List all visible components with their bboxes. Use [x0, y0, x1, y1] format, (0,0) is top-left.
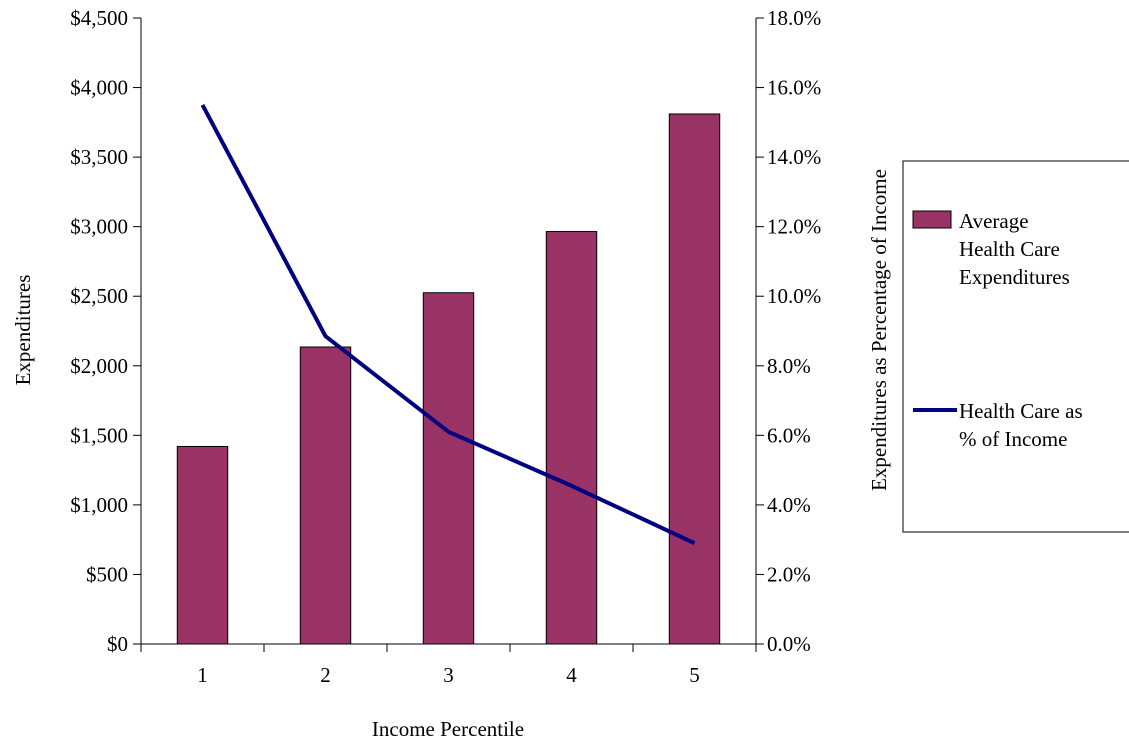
legend-swatch-bar [912, 210, 952, 229]
legend-label: Health Care [959, 237, 1060, 261]
bar [545, 231, 598, 645]
bar [668, 113, 721, 645]
bar [422, 292, 475, 645]
y-tick-label: $500 [86, 562, 128, 586]
x-axis-title: Income Percentile [372, 717, 524, 741]
x-tick-label: 1 [197, 663, 208, 687]
y2-tick-label: 18.0% [767, 6, 821, 30]
y-tick-label: $1,000 [70, 493, 128, 517]
legend-label: Expenditures [959, 265, 1070, 289]
bar-series [176, 113, 721, 645]
bar [299, 346, 352, 645]
bar [176, 445, 229, 645]
y2-tick-label: 8.0% [767, 354, 811, 378]
y-tick-label: $1,500 [70, 423, 128, 447]
x-tick-label: 3 [443, 663, 454, 687]
y-tick-label: $2,500 [70, 284, 128, 308]
y-tick-label: $3,500 [70, 145, 128, 169]
y-tick-label: $4,500 [70, 6, 128, 30]
plot-area: $0 $500 $1,000 $1,500 $2,000 $2,500 $3,000 $3,5… [70, 6, 821, 687]
legend-label: % of Income [959, 427, 1067, 451]
y2-tick-label: 4.0% [767, 493, 811, 517]
y2-tick-label: 0.0% [767, 632, 811, 656]
y2-tick-label: 6.0% [767, 423, 811, 447]
x-tick-label: 2 [320, 663, 331, 687]
y2-axis-ticks: 0.0% 2.0% 4.0% 6.0% 8.0% 10.0% 12.0% 14.0% 16.0%… [756, 6, 821, 656]
y-axis-ticks: $0 $500 $1,000 $1,500 $2,000 $2,500 $3,000 $3,5… [70, 6, 141, 656]
y-tick-label: $2,000 [70, 354, 128, 378]
line-series [200, 104, 696, 545]
y-tick-label: $3,000 [70, 215, 128, 239]
x-tick-label: 4 [566, 663, 577, 687]
y2-tick-label: 14.0% [767, 145, 821, 169]
y2-tick-label: 2.0% [767, 562, 811, 586]
x-axis-ticks: 1 2 3 4 5 [140, 644, 757, 687]
legend-label: Average [959, 209, 1029, 233]
series-line [200, 104, 696, 545]
x-tick-label: 5 [689, 663, 700, 687]
y2-axis-title: Expenditures as Percentage of Income [867, 169, 891, 491]
y-tick-label: $0 [107, 632, 128, 656]
y-tick-label: $4,000 [70, 76, 128, 100]
y-axis-title: Expenditures [11, 275, 35, 386]
y2-tick-label: 10.0% [767, 284, 821, 308]
y2-tick-label: 16.0% [767, 76, 821, 100]
legend-label: Health Care as [959, 399, 1083, 423]
legend: Average Health Care Expenditures Health Car… [902, 160, 1129, 533]
y2-tick-label: 12.0% [767, 215, 821, 239]
